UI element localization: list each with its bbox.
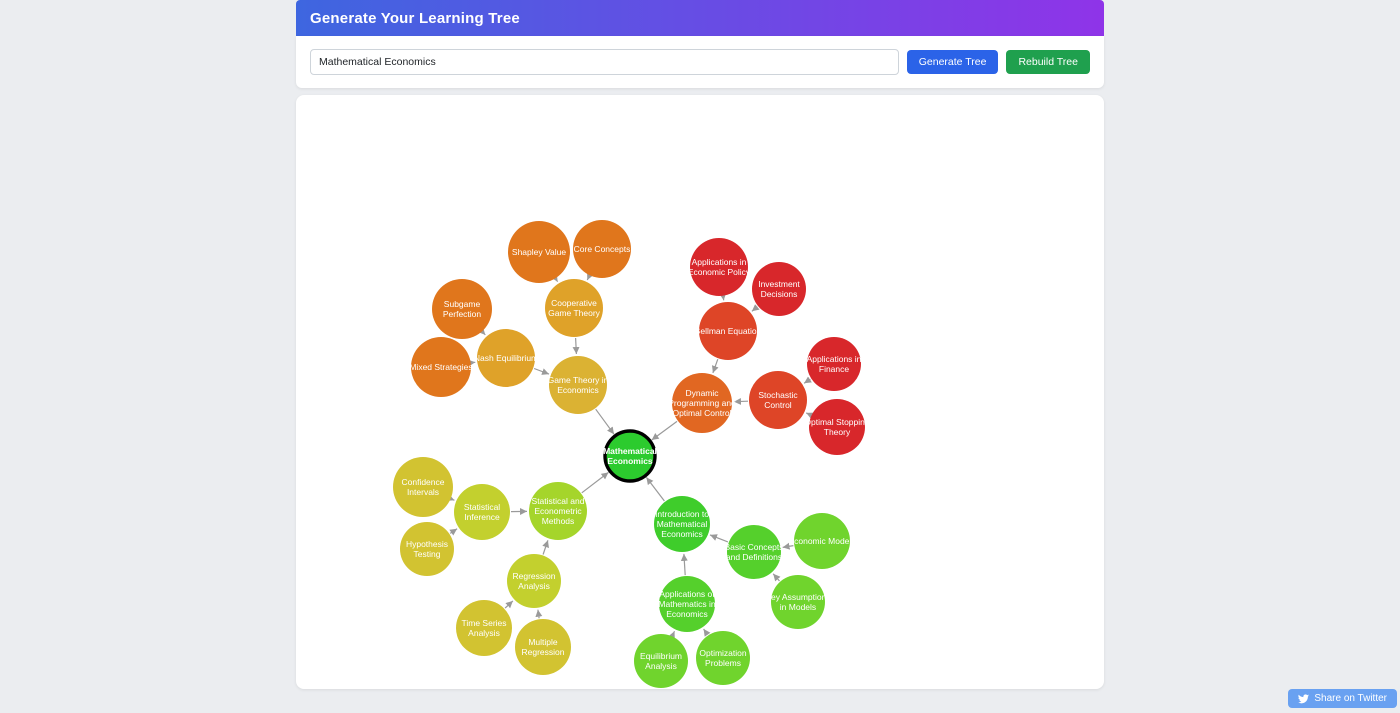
node-dynamic-programming-and-optimal-control[interactable]: Dynamic Programming and Optimal Control — [668, 373, 736, 433]
edge-introduction-to-mathematical-economics--mathematical-economics — [645, 477, 665, 502]
node-label: Economic Models — [788, 536, 855, 546]
learning-tree-graph[interactable]: Shapley Value Core Concepts Cooperative Gam… — [296, 95, 1104, 689]
edge-shapley-value--cooperative-game-theory — [550, 273, 559, 283]
page-title: Generate Your Learning Tree — [310, 9, 520, 27]
node-label: Mathematical Economics — [603, 446, 657, 466]
node-label: Stochastic Control — [758, 390, 798, 410]
node-label: Investment Decisions — [758, 279, 800, 299]
topic-form: Generate Tree Rebuild Tree — [296, 36, 1104, 88]
twitter-bird-icon — [1298, 694, 1310, 704]
edge-time-series-analysis--regression-analysis — [504, 600, 514, 609]
generate-tree-button[interactable]: Generate Tree — [906, 50, 999, 74]
page: Generate Your Learning Tree Generate Tre… — [296, 0, 1397, 708]
node-core-concepts[interactable]: Core Concepts — [573, 220, 631, 278]
app-header: Generate Your Learning Tree — [296, 0, 1104, 36]
edge-equilibrium-analysis--applications-of-mathematics-in-economics — [668, 631, 676, 640]
node-introduction-to-mathematical-economics[interactable]: Introduction to Mathematical Economics — [654, 496, 710, 552]
node-label: Game Theory in Economics — [548, 375, 609, 395]
node-label: Mixed Strategies — [409, 362, 472, 372]
node-label: Multiple Regression — [522, 637, 565, 657]
edge-hypothesis-testing--statistical-inference — [449, 528, 458, 536]
edge-dynamic-programming-and-optimal-control--mathematical-economics — [651, 420, 678, 441]
node-mixed-strategies[interactable]: Mixed Strategies — [409, 337, 473, 397]
node-applications-in-economic-policy[interactable]: Applications in Economic Policy — [688, 238, 751, 296]
node-label: Optimal Stopping Theory — [804, 417, 869, 437]
main-container: Generate Your Learning Tree Generate Tre… — [296, 0, 1104, 689]
node-label: Hypothesis Testing — [406, 539, 448, 559]
node-label: Subgame Perfection — [443, 299, 482, 319]
node-optimization-problems[interactable]: Optimization Problems — [696, 631, 750, 685]
edge-stochastic-control--dynamic-programming-and-optimal-control — [733, 397, 749, 405]
node-applications-in-finance[interactable]: Applications in Finance — [807, 337, 862, 391]
edge-cooperative-game-theory--game-theory-in-economics — [572, 337, 580, 355]
node-subgame-perfection[interactable]: Subgame Perfection — [432, 279, 492, 339]
node-investment-decisions[interactable]: Investment Decisions — [752, 262, 806, 316]
edge-regression-analysis--statistical-and-econometric-methods — [542, 540, 549, 555]
node-label: Applications of Mathematics in Economics — [658, 589, 715, 619]
node-time-series-analysis[interactable]: Time Series Analysis — [456, 600, 512, 656]
edge-optimal-stopping-theory--stochastic-control — [805, 412, 815, 419]
node-key-assumptions-in-models[interactable]: Key Assumptions in Models — [765, 575, 831, 629]
node-nash-equilibrium[interactable]: Nash Equilibrium — [474, 329, 538, 387]
edge-subgame-perfection--nash-equilibrium — [477, 327, 486, 336]
node-label: Bellman Equation — [695, 326, 762, 336]
edge-confidence-intervals--statistical-inference — [446, 494, 455, 501]
node-label: Nash Equilibrium — [474, 353, 538, 363]
learning-tree-canvas[interactable]: Shapley Value Core Concepts Cooperative Gam… — [296, 95, 1104, 689]
share-on-twitter-button[interactable]: Share on Twitter — [1288, 689, 1397, 708]
node-label: Introduction to Mathematical Economics — [655, 509, 709, 539]
node-stochastic-control[interactable]: Stochastic Control — [749, 371, 807, 429]
node-label: Confidence Intervals — [401, 477, 444, 497]
node-label: Cooperative Game Theory — [548, 298, 601, 318]
node-game-theory-in-economics[interactable]: Game Theory in Economics — [548, 356, 609, 414]
node-label: Key Assumptions in Models — [765, 592, 830, 612]
edge-economic-models--basic-concepts-and-definitions — [782, 542, 794, 550]
edge-core-concepts--cooperative-game-theory — [586, 272, 594, 281]
node-label: Core Concepts — [574, 244, 631, 254]
edge-nash-equilibrium--game-theory-in-economics — [533, 367, 550, 375]
node-hypothesis-testing[interactable]: Hypothesis Testing — [400, 522, 454, 576]
edge-applications-of-mathematics-in-economics--introduction-to-mathematical-economics — [680, 553, 688, 576]
node-multiple-regression[interactable]: Multiple Regression — [515, 619, 571, 675]
node-statistical-and-econometric-methods[interactable]: Statistical and Econometric Methods — [529, 482, 587, 540]
node-confidence-intervals[interactable]: Confidence Intervals — [393, 457, 453, 517]
node-economic-models[interactable]: Economic Models — [788, 513, 856, 569]
node-label: Applications in Economic Policy — [688, 257, 751, 277]
node-shapley-value[interactable]: Shapley Value — [508, 221, 570, 283]
node-label: Optimization Problems — [699, 648, 747, 668]
node-label: Applications in Finance — [807, 354, 862, 374]
edge-multiple-regression--regression-analysis — [535, 609, 543, 619]
node-label: Shapley Value — [512, 247, 566, 257]
edge-game-theory-in-economics--mathematical-economics — [595, 408, 615, 435]
edges-layer — [446, 272, 815, 640]
edge-applications-in-finance--stochastic-control — [803, 376, 812, 384]
rebuild-tree-button[interactable]: Rebuild Tree — [1006, 50, 1090, 74]
edge-optimization-problems--applications-of-mathematics-in-economics — [703, 628, 711, 637]
edge-bellman-equation--dynamic-programming-and-optimal-control — [711, 358, 719, 374]
node-regression-analysis[interactable]: Regression Analysis — [507, 554, 561, 608]
edge-key-assumptions-in-models--basic-concepts-and-definitions — [772, 573, 781, 582]
node-applications-of-mathematics-in-economics[interactable]: Applications of Mathematics in Economics — [658, 576, 716, 632]
edge-statistical-and-econometric-methods--mathematical-economics — [581, 471, 609, 494]
node-label: Statistical Inference — [464, 502, 500, 522]
node-label: Time Series Analysis — [461, 618, 506, 638]
edge-applications-in-economic-policy--bellman-equation — [719, 292, 727, 301]
node-cooperative-game-theory[interactable]: Cooperative Game Theory — [545, 279, 603, 337]
node-label: Equilibrium Analysis — [640, 651, 682, 671]
node-statistical-inference[interactable]: Statistical Inference — [454, 484, 510, 540]
node-optimal-stopping-theory[interactable]: Optimal Stopping Theory — [804, 399, 870, 455]
node-label: Regression Analysis — [513, 571, 556, 591]
edge-investment-decisions--bellman-equation — [751, 304, 760, 312]
topic-input[interactable] — [310, 49, 899, 75]
node-label: Statistical and Econometric Methods — [532, 496, 585, 526]
edge-basic-concepts-and-definitions--introduction-to-mathematical-economics — [709, 534, 729, 543]
node-bellman-equation[interactable]: Bellman Equation — [695, 302, 762, 360]
node-label: Basic Concepts and Definitions — [724, 542, 783, 562]
node-mathematical-economics[interactable]: Mathematical Economics — [603, 429, 657, 483]
share-button-label: Share on Twitter — [1314, 693, 1387, 704]
node-equilibrium-analysis[interactable]: Equilibrium Analysis — [634, 634, 688, 688]
node-label: Dynamic Programming and Optimal Control — [668, 388, 736, 418]
node-basic-concepts-and-definitions[interactable]: Basic Concepts and Definitions — [724, 525, 784, 579]
